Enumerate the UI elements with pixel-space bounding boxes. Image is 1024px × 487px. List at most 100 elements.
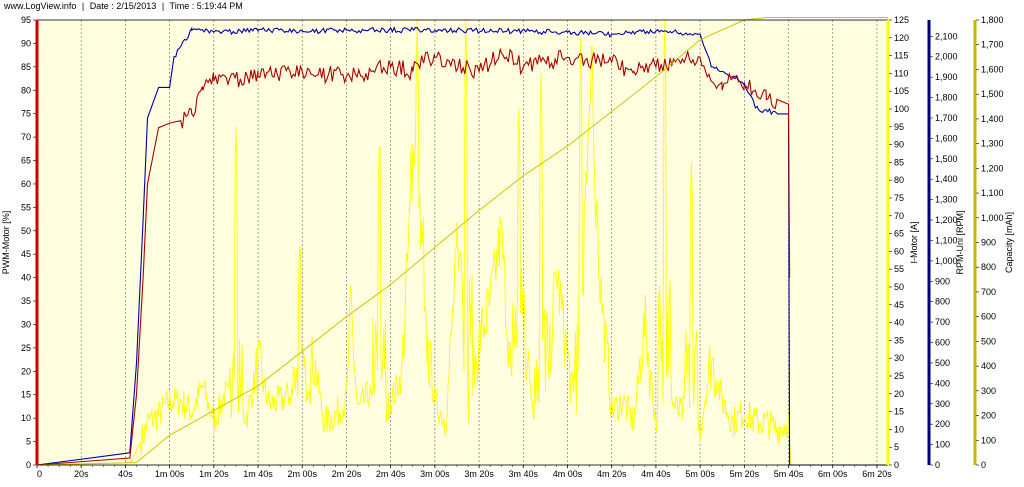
x-tick-label: 4m 40s — [641, 469, 671, 479]
x-tick-label: 20s — [74, 469, 89, 479]
y-tick-label-pwm: 5 — [26, 437, 31, 447]
y-tick-label-rpm: 700 — [935, 317, 950, 327]
y-tick-label-rpm: 500 — [935, 358, 950, 368]
y-tick-label-imotor: 35 — [894, 335, 904, 345]
y-tick-label-pwm: 0 — [26, 460, 31, 470]
y-tick-label-capacity: 1,200 — [981, 163, 1004, 173]
site-label: www.LogView.info — [4, 1, 77, 11]
y-tick-label-imotor: 105 — [894, 86, 909, 96]
y-tick-label-capacity: 400 — [981, 361, 996, 371]
x-tick-label: 1m 00s — [155, 469, 185, 479]
y-axis-title-pwm: PWM-Motor [%] — [1, 211, 11, 275]
y-axis-title-imotor: I-Motor [A] — [909, 221, 919, 263]
y-tick-label-pwm: 20 — [21, 366, 31, 376]
y-tick-label-imotor: 30 — [894, 353, 904, 363]
y-tick-label-imotor: 70 — [894, 211, 904, 221]
series-i-motor-line — [37, 19, 888, 466]
y-tick-label-imotor: 90 — [894, 140, 904, 150]
x-tick-label: 6m 20s — [862, 469, 892, 479]
x-tick-label: 1m 20s — [199, 469, 229, 479]
y-tick-label-capacity: 0 — [981, 460, 986, 470]
x-tick-label: 40s — [118, 469, 133, 479]
y-tick-label-rpm: 100 — [935, 440, 950, 450]
y-axis-title-rpm: RPM-Uni [RPM] — [955, 210, 965, 274]
y-tick-label-imotor: 75 — [894, 193, 904, 203]
y-tick-label-capacity: 100 — [981, 435, 996, 445]
y-tick-label-pwm: 85 — [21, 62, 31, 72]
y-tick-label-pwm: 40 — [21, 273, 31, 283]
time-label: Time : 5:19:44 PM — [169, 1, 243, 11]
y-tick-label-rpm: 400 — [935, 378, 950, 388]
y-tick-label-imotor: 85 — [894, 157, 904, 167]
y-tick-label-imotor: 60 — [894, 246, 904, 256]
y-tick-label-imotor: 20 — [894, 389, 904, 399]
y-tick-label-imotor: 5 — [894, 442, 899, 452]
plot-background — [37, 20, 888, 465]
y-tick-label-imotor: 110 — [894, 68, 908, 78]
y-tick-label-pwm: 25 — [21, 343, 31, 353]
y-tick-label-rpm: 2,100 — [935, 31, 958, 41]
x-tick-label: 4m 20s — [597, 469, 627, 479]
y-tick-label-pwm: 70 — [21, 132, 31, 142]
y-tick-label-capacity: 1,000 — [981, 213, 1004, 223]
y-tick-label-capacity: 300 — [981, 386, 996, 396]
x-tick-label: 2m 00s — [287, 469, 317, 479]
y-tick-label-pwm: 75 — [21, 109, 31, 119]
x-tick-label: 2m 40s — [376, 469, 406, 479]
y-tick-label-pwm: 60 — [21, 179, 31, 189]
y-tick-label-imotor: 40 — [894, 318, 904, 328]
y-axis-title-capacity: Capacity [mAh] — [1004, 212, 1014, 273]
header-bar: www.LogView.info | Date : 2/15/2013 | Ti… — [0, 0, 1024, 12]
y-tick-label-capacity: 1,700 — [981, 40, 1004, 50]
y-tick-label-rpm: 2,000 — [935, 52, 958, 62]
y-tick-label-capacity: 1,600 — [981, 64, 1004, 74]
x-tick-label: 5m 20s — [730, 469, 760, 479]
y-tick-label-imotor: 80 — [894, 175, 904, 185]
y-tick-label-imotor: 15 — [894, 407, 904, 417]
y-tick-label-imotor: 100 — [894, 104, 909, 114]
y-tick-label-imotor: 55 — [894, 264, 904, 274]
y-tick-label-pwm: 95 — [21, 15, 31, 25]
y-tick-label-rpm: 0 — [935, 460, 940, 470]
y-tick-label-rpm: 900 — [935, 276, 950, 286]
y-tick-label-capacity: 500 — [981, 336, 996, 346]
x-tick-label: 4m 00s — [553, 469, 583, 479]
x-tick-label: 1m 40s — [243, 469, 273, 479]
y-tick-label-rpm: 800 — [935, 297, 950, 307]
y-tick-label-pwm: 55 — [21, 202, 31, 212]
y-tick-label-rpm: 600 — [935, 338, 950, 348]
y-tick-label-rpm: 1,200 — [935, 215, 958, 225]
y-tick-label-pwm: 30 — [21, 319, 31, 329]
y-tick-label-rpm: 1,900 — [935, 72, 958, 82]
x-tick-label: 2m 20s — [332, 469, 362, 479]
y-tick-label-capacity: 900 — [981, 238, 996, 248]
x-tick-label: 5m 40s — [774, 469, 804, 479]
y-tick-label-rpm: 1,600 — [935, 133, 958, 143]
y-tick-label-imotor: 65 — [894, 229, 904, 239]
y-tick-label-pwm: 45 — [21, 249, 31, 259]
y-tick-label-capacity: 1,100 — [981, 188, 1004, 198]
x-tick-label: 3m 40s — [509, 469, 539, 479]
y-tick-label-pwm: 80 — [21, 85, 31, 95]
x-tick-label: 0 — [37, 469, 42, 479]
y-tick-label-capacity: 700 — [981, 287, 996, 297]
header-separator: | — [81, 1, 85, 11]
y-tick-label-imotor: 115 — [894, 51, 908, 61]
date-label: Date : 2/15/2013 — [89, 1, 157, 11]
y-tick-label-rpm: 1,700 — [935, 113, 958, 123]
y-tick-label-capacity: 600 — [981, 312, 996, 322]
y-tick-label-rpm: 1,500 — [935, 154, 958, 164]
y-tick-label-rpm: 300 — [935, 399, 950, 409]
y-tick-label-rpm: 1,800 — [935, 93, 958, 103]
y-tick-label-pwm: 50 — [21, 226, 31, 236]
y-tick-label-capacity: 1,300 — [981, 139, 1004, 149]
y-tick-label-imotor: 95 — [894, 122, 904, 132]
y-tick-label-pwm: 15 — [21, 390, 31, 400]
y-tick-label-capacity: 1,800 — [981, 15, 1004, 25]
y-tick-label-pwm: 10 — [21, 413, 31, 423]
y-tick-label-rpm: 200 — [935, 419, 950, 429]
header-separator: | — [161, 1, 165, 11]
x-tick-label: 6m 00s — [818, 469, 848, 479]
y-tick-label-imotor: 25 — [894, 371, 904, 381]
